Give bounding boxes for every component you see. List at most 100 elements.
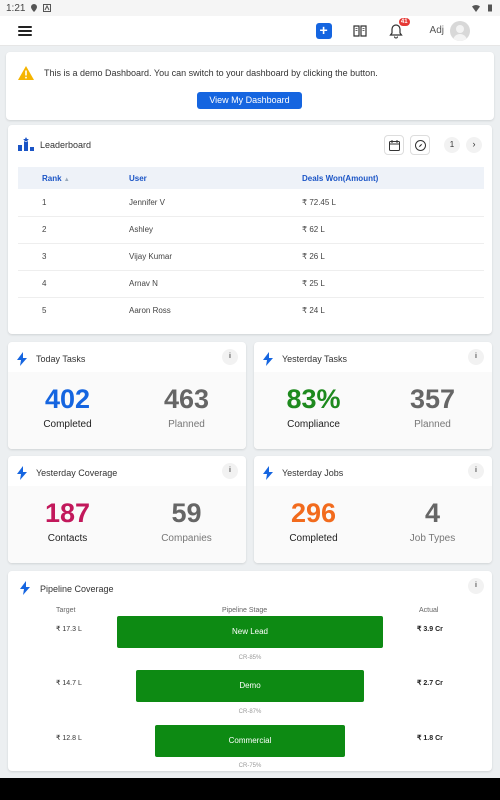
leaderboard-title: Leaderboard bbox=[40, 140, 92, 150]
stat-primary-value: 402 bbox=[44, 384, 91, 414]
stat-primary-label: Completed bbox=[43, 419, 92, 430]
view-my-dashboard-button[interactable]: View My Dashboard bbox=[197, 92, 302, 109]
bolt-icon bbox=[263, 352, 273, 366]
status-bar: 1:21 bbox=[0, 0, 500, 16]
column-header-rank[interactable]: Rank ▲ bbox=[18, 167, 105, 189]
actual-header: Actual bbox=[419, 607, 439, 614]
card-title: Yesterday Jobs bbox=[282, 468, 344, 478]
rank-cell: 2 bbox=[18, 216, 105, 244]
actual-value: ₹ 1.8 Cr bbox=[417, 735, 443, 742]
column-header-user[interactable]: User bbox=[105, 167, 278, 189]
info-icon[interactable]: i bbox=[468, 578, 484, 594]
amount-cell: ₹ 25 L bbox=[278, 270, 484, 298]
today-tasks-card: Today Tasks i 402 Completed 463 Planned bbox=[8, 342, 246, 449]
wifi-icon bbox=[472, 4, 480, 12]
demo-message: This is a demo Dashboard. You can switch… bbox=[44, 68, 378, 78]
warning-icon bbox=[18, 66, 34, 80]
notification-bell-icon[interactable]: 41 bbox=[388, 17, 410, 39]
pipeline-row: ₹ 14.7 L Demo ₹ 2.7 Cr bbox=[8, 670, 492, 702]
bolt-icon bbox=[17, 466, 27, 480]
app-header: + 41 Adj bbox=[0, 16, 500, 46]
stat-primary-value: 83% bbox=[286, 384, 341, 414]
info-icon[interactable]: i bbox=[468, 463, 484, 479]
leaderboard-table: Rank ▲ User Deals Won(Amount) 1 Jennifer … bbox=[18, 167, 484, 324]
yesterday-coverage-card: Yesterday Coverage i 187 Contacts 59 Compa… bbox=[8, 456, 246, 563]
compass-icon bbox=[414, 139, 426, 151]
amount-cell: ₹ 26 L bbox=[278, 243, 484, 271]
amount-cell: ₹ 72.45 L bbox=[278, 189, 484, 217]
location-icon bbox=[31, 4, 38, 12]
next-page-chevron-icon[interactable]: › bbox=[466, 137, 482, 153]
info-icon[interactable]: i bbox=[222, 463, 238, 479]
actual-value: ₹ 2.7 Cr bbox=[417, 680, 443, 687]
stage-bar[interactable]: Commercial bbox=[155, 725, 345, 757]
stat-primary-label: Completed bbox=[289, 533, 338, 544]
notification-badge: 41 bbox=[398, 17, 410, 26]
table-row: 4 Arnav N ₹ 25 L bbox=[18, 270, 484, 298]
rank-cell: 3 bbox=[18, 243, 105, 271]
stat-secondary-value: 59 bbox=[171, 498, 202, 528]
info-icon[interactable]: i bbox=[468, 349, 484, 365]
yesterday-tasks-card: Yesterday Tasks i 83% Compliance 357 Plann… bbox=[254, 342, 492, 449]
yesterday-jobs-card: Yesterday Jobs i 296 Completed 4 Job Types bbox=[254, 456, 492, 563]
stat-secondary-label: Planned bbox=[168, 419, 205, 430]
target-value: ₹ 17.3 L bbox=[56, 626, 82, 633]
column-header-amount[interactable]: Deals Won(Amount) bbox=[278, 167, 484, 189]
card-title: Today Tasks bbox=[36, 354, 86, 364]
pipeline-row: ₹ 12.8 L Commercial ₹ 1.8 Cr bbox=[8, 725, 492, 757]
bolt-icon bbox=[17, 352, 27, 366]
battery-icon bbox=[488, 4, 492, 12]
table-row: 3 Vijay Kumar ₹ 26 L bbox=[18, 243, 484, 271]
conversion-rate: CR-75% bbox=[238, 763, 262, 769]
info-icon[interactable]: i bbox=[222, 349, 238, 365]
menu-icon[interactable] bbox=[18, 25, 32, 36]
calendar-button[interactable] bbox=[384, 135, 404, 155]
status-time: 1:21 bbox=[6, 2, 26, 14]
add-button[interactable]: + bbox=[315, 22, 332, 39]
table-row: 5 Aaron Ross ₹ 24 L bbox=[18, 297, 484, 324]
conversion-rate: CR-87% bbox=[238, 709, 262, 715]
rank-cell: 1 bbox=[18, 189, 105, 217]
user-cell: Jennifer V bbox=[105, 189, 278, 217]
page-number[interactable]: 1 bbox=[444, 137, 460, 153]
target-value: ₹ 12.8 L bbox=[56, 735, 82, 742]
book-icon[interactable] bbox=[352, 23, 368, 39]
table-header-row: Rank ▲ User Deals Won(Amount) bbox=[18, 167, 484, 189]
bolt-icon bbox=[263, 466, 273, 480]
actual-value: ₹ 3.9 Cr bbox=[417, 626, 443, 633]
app-notification-icon bbox=[43, 4, 52, 12]
stat-secondary-value: 463 bbox=[163, 384, 210, 414]
pipeline-coverage-card: Pipeline Coverage i Target Pipeline Stag… bbox=[8, 571, 492, 771]
user-name[interactable]: Adj bbox=[429, 25, 444, 36]
calendar-icon bbox=[388, 139, 400, 151]
stage-header: Pipeline Stage bbox=[222, 607, 268, 614]
filter-button[interactable] bbox=[410, 135, 430, 155]
amount-cell: ₹ 62 L bbox=[278, 216, 484, 244]
stat-primary-label: Contacts bbox=[47, 533, 88, 544]
stat-secondary-label: Job Types bbox=[409, 533, 456, 544]
leaderboard-icon bbox=[18, 137, 34, 151]
avatar[interactable] bbox=[450, 20, 470, 41]
pipeline-title: Pipeline Coverage bbox=[40, 584, 114, 594]
target-header: Target bbox=[56, 607, 76, 614]
card-title: Yesterday Coverage bbox=[36, 468, 118, 478]
amount-cell: ₹ 24 L bbox=[302, 306, 325, 316]
system-navigation-bar bbox=[0, 778, 500, 800]
stage-bar[interactable]: Demo bbox=[136, 670, 364, 702]
stat-secondary-label: Planned bbox=[414, 419, 451, 430]
user-cell: Aaron Ross bbox=[129, 306, 171, 316]
stat-secondary-value: 4 bbox=[424, 498, 441, 528]
target-value: ₹ 14.7 L bbox=[56, 680, 82, 687]
table-row: 2 Ashley ₹ 62 L bbox=[18, 216, 484, 244]
conversion-rate: CR-85% bbox=[238, 655, 262, 661]
stat-primary-value: 187 bbox=[44, 498, 91, 528]
stat-primary-label: Compliance bbox=[287, 419, 340, 430]
pipeline-row: ₹ 17.3 L New Lead ₹ 3.9 Cr bbox=[8, 616, 492, 648]
stat-primary-value: 296 bbox=[290, 498, 337, 528]
user-cell: Ashley bbox=[105, 216, 278, 244]
stage-bar[interactable]: New Lead bbox=[117, 616, 383, 648]
rank-cell: 5 bbox=[42, 306, 47, 316]
table-row: 1 Jennifer V ₹ 72.45 L bbox=[18, 189, 484, 217]
leaderboard-card: Leaderboard 1 › Rank ▲ User Deals Won(Am… bbox=[8, 125, 492, 334]
bolt-icon bbox=[20, 581, 30, 595]
